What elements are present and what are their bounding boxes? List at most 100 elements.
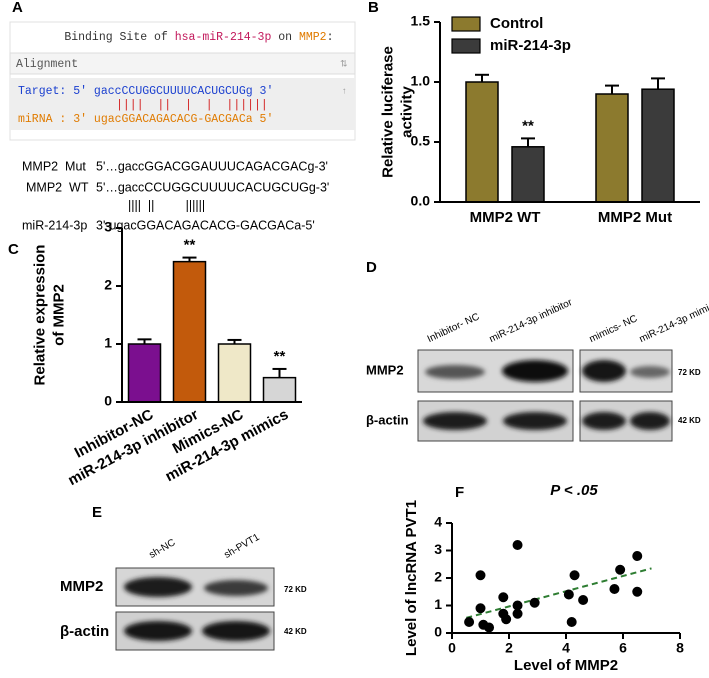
band	[630, 412, 670, 430]
x-axis-label: Level of MMP2	[514, 657, 618, 674]
band	[423, 412, 487, 430]
alignment-header: Alignment	[16, 58, 78, 71]
x-tick-label: 6	[619, 640, 627, 656]
title-part: MMP2	[299, 31, 327, 44]
y-tick-label: 3	[434, 541, 442, 557]
row-label: β-actin	[366, 412, 409, 427]
bar	[127, 343, 162, 403]
band	[630, 366, 670, 378]
title-part: :	[327, 31, 334, 44]
band	[124, 621, 192, 641]
bar	[465, 81, 499, 203]
y-tick-label: 4	[434, 514, 442, 530]
title-part: on	[271, 31, 299, 44]
legend-swatch	[451, 16, 481, 32]
point	[632, 551, 643, 561]
band	[425, 365, 485, 379]
x-tick-label: 0	[448, 640, 456, 656]
trendline	[465, 567, 652, 619]
alignment-body	[10, 78, 355, 130]
chart-title: P < .05	[550, 482, 598, 499]
legend-label: miR-214-3p	[490, 37, 571, 54]
x-tick-label: 4	[562, 640, 570, 656]
panel-label: A	[12, 0, 23, 16]
title-part: hsa-miR-214-3p	[175, 31, 272, 44]
bands	[124, 577, 270, 641]
point	[512, 608, 523, 619]
row-label: MMP2	[366, 362, 404, 377]
bar	[511, 146, 545, 203]
band	[503, 412, 567, 430]
panel-label: F	[455, 484, 464, 501]
x-tick-label: 8	[676, 640, 684, 656]
point	[615, 564, 626, 575]
bar	[262, 376, 297, 403]
y-tick-label: 1	[104, 335, 112, 351]
mir-seq: 3'-ugacGGACAGACACG-GACGACa-5'	[96, 218, 315, 232]
y-tick-label: 2	[104, 277, 112, 293]
y-axis-label: Relative expression	[31, 245, 48, 386]
x-tick-label: 2	[505, 640, 513, 656]
mut-seq: 5'…gaccGGACGGAUUUCAGACGACg-3'	[96, 159, 328, 173]
alignment-title: Binding Site of hsa-miR-214-3p on MMP2:	[16, 31, 368, 44]
title-part: Binding Site of	[64, 31, 174, 44]
pairing: |||| || ||||||	[128, 198, 205, 212]
annotation: **	[522, 117, 534, 134]
annotation: **	[274, 348, 286, 365]
sort-icon: ⇅	[340, 58, 348, 68]
legend-label: Control	[490, 15, 543, 32]
band	[582, 412, 626, 430]
y-tick-label: 0	[434, 624, 442, 640]
bar	[217, 343, 252, 403]
lane-label: Inhibitor- NC	[426, 311, 482, 345]
mirna-seq: miRNA : 3' ugacGGACAGACACG-GACGACa 5'	[18, 113, 273, 126]
panel-label: E	[92, 504, 102, 521]
point	[529, 597, 540, 608]
y-tick-label: 1	[434, 596, 442, 612]
wt-seq: 5'…gaccCCUGGCUUUUCACUGCUGg-3'	[96, 180, 329, 194]
band	[502, 360, 568, 382]
blot-d: Inhibitor- NC miR-214-3p inhibitor mimic…	[366, 297, 709, 442]
mut-label: MMP2 Mut	[22, 159, 86, 173]
point	[512, 600, 523, 611]
y-tick-label: 0.0	[411, 193, 431, 209]
mir-label: miR-214-3p	[22, 218, 87, 232]
y-axis-label: activity	[398, 85, 415, 137]
size-label: 42 KD	[678, 416, 701, 425]
y-axis-label: Relative luciferase	[379, 46, 396, 178]
pairing: |||| || | | ||||||	[116, 99, 268, 112]
alignment-header-bar	[9, 52, 356, 75]
bar	[172, 260, 207, 403]
size-label: 72 KD	[284, 585, 307, 594]
row-label: MMP2	[60, 578, 103, 595]
wt-label: MMP2 WT	[26, 180, 89, 194]
x-tick-label: MMP2 WT	[470, 209, 541, 226]
band	[202, 621, 270, 641]
y-tick-label: 0.5	[411, 133, 431, 149]
target-seq: Target: 5' gaccCCUGGCUUUUCACUGCUGg 3'	[18, 85, 273, 98]
point	[501, 614, 512, 625]
point	[484, 622, 495, 633]
annotation: **	[184, 237, 196, 254]
size-label: 72 KD	[678, 368, 701, 377]
band	[582, 360, 626, 382]
y-tick-label: 1.0	[411, 73, 431, 89]
point	[566, 617, 577, 627]
point	[632, 586, 643, 597]
point	[512, 540, 523, 550]
y-axis-label: of MMP2	[50, 284, 67, 346]
point	[464, 617, 475, 627]
y-tick-label: 0	[104, 393, 112, 409]
y-tick-label: 3	[104, 219, 112, 235]
panel-label: B	[368, 0, 379, 16]
band	[204, 580, 268, 596]
point	[475, 570, 486, 581]
bar	[641, 88, 675, 203]
y-tick-label: 2	[434, 569, 442, 585]
lane-label: sh-PVT1	[222, 532, 262, 561]
lane-label: mimics- NC	[588, 313, 639, 345]
band	[124, 577, 192, 597]
panel-label: D	[366, 259, 377, 276]
y-axis-label: Level of lncRNA PVT1	[403, 500, 420, 656]
